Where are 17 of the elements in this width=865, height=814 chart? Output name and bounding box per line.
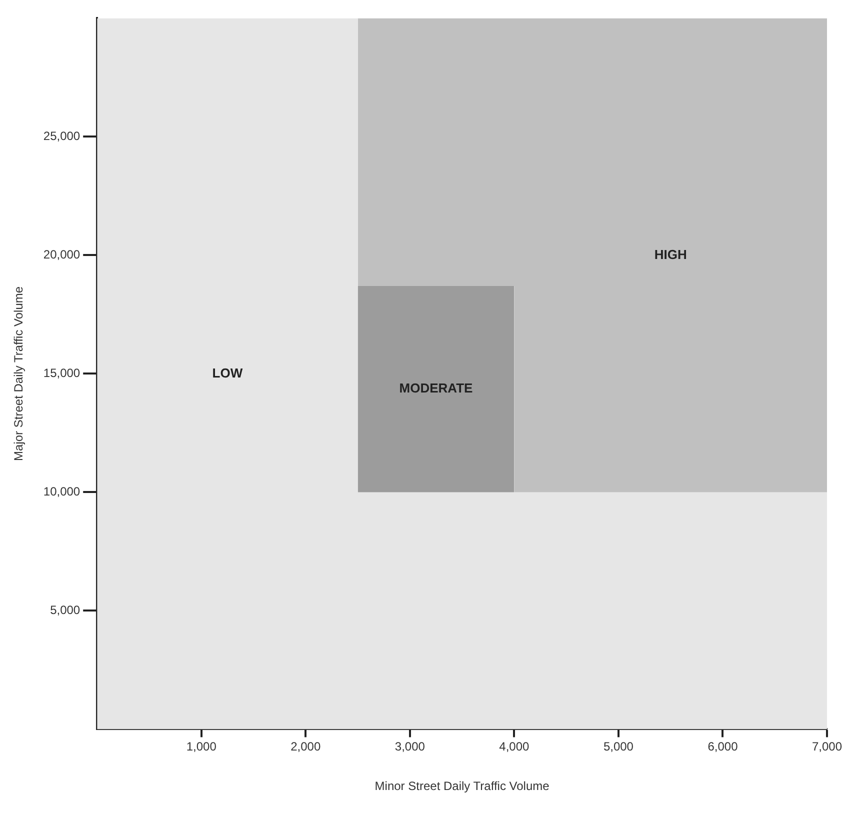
y-tick-label: 20,000	[43, 248, 80, 262]
x-tick-label: 7,000	[812, 740, 842, 754]
series-label: LOW	[212, 365, 244, 380]
y-tick-label: 15,000	[43, 366, 80, 380]
x-tick-label: 6,000	[708, 740, 738, 754]
x-axis-title: Minor Street Daily Traffic Volume	[374, 779, 550, 794]
x-tick-label: 1,000	[186, 740, 217, 754]
y-tick-label: 25,000	[43, 129, 80, 144]
x-tick-label: 3,000	[394, 740, 426, 754]
series-label: HIGH	[654, 246, 687, 262]
x-tick-label: 5,000	[603, 740, 634, 754]
x-tick-label: 2,000	[290, 740, 321, 754]
y-axis-title: Major Street Daily Traffic Volume	[12, 286, 26, 461]
y-tick-label: 10,000	[43, 484, 80, 499]
x-tick-label: 4,000	[499, 740, 530, 754]
series-label: MODERATE	[399, 380, 474, 396]
y-tick-label: 5,000	[50, 603, 80, 618]
